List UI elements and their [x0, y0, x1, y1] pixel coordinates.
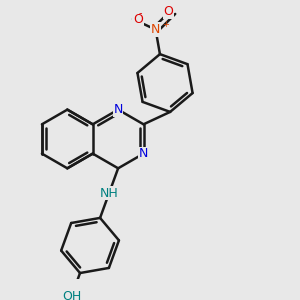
Text: -: -	[139, 8, 142, 18]
Text: N: N	[151, 23, 160, 36]
Text: O: O	[164, 5, 173, 19]
Text: +: +	[163, 20, 170, 29]
Text: N: N	[139, 147, 148, 160]
Text: N: N	[113, 103, 123, 116]
Text: O: O	[133, 13, 143, 26]
Text: NH: NH	[100, 187, 118, 200]
Text: OH: OH	[62, 290, 81, 300]
